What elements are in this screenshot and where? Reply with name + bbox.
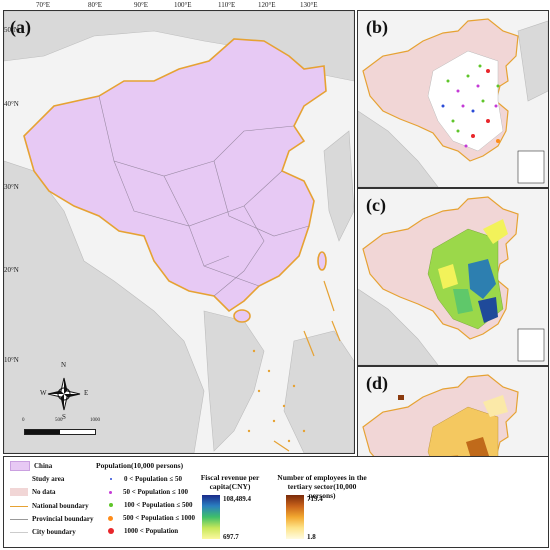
china-territory [23, 38, 327, 313]
fiscal-max: 108,489.4 [223, 495, 251, 503]
legend-pop-title: Population(10,000 persons) [96, 461, 184, 470]
panel-b-label: (b) [366, 17, 388, 37]
employees-color-ramp [286, 495, 304, 539]
employees-max: 719.4 [307, 495, 323, 503]
compass-icon [47, 377, 81, 411]
lon-110: 110°E [218, 1, 236, 9]
map-b-svg [358, 11, 548, 187]
compass-e: E [84, 389, 89, 397]
lat-50: 50°N [4, 26, 19, 34]
employees-min: 1.8 [307, 533, 316, 541]
legend-provincial: Provincial boundary [10, 515, 94, 523]
lat-10: 10°N [4, 356, 19, 364]
lon-120: 120°E [258, 1, 276, 9]
panel-c-label: (c) [366, 195, 386, 215]
legend-no-data: No data [10, 488, 56, 496]
lon-90: 90°E [134, 1, 149, 9]
legend-fiscal-title: Fiscal revenue per capita(CNY) [200, 473, 260, 491]
panel-a-label: (a) [10, 17, 31, 37]
taiwan-island [317, 251, 327, 271]
legend-pop-4: 500 < Population ≤ 1000 [102, 514, 195, 522]
map-panel-a: (a) N S W E 0 500 1000 [3, 10, 355, 454]
lon-100: 100°E [174, 1, 192, 9]
population-dots [441, 64, 500, 148]
legend-employees-title: Number of employees in the tertiary sect… [277, 473, 367, 500]
legend-city: City boundary [10, 528, 76, 536]
fiscal-color-ramp [202, 495, 220, 539]
south-sea-islands [247, 349, 306, 443]
map-legend: China Study area No data National bounda… [3, 456, 549, 548]
lat-20: 20°N [4, 266, 19, 274]
lon-70: 70°E [36, 1, 51, 9]
scale-500: 500 [55, 418, 63, 423]
map-c-svg [358, 189, 548, 365]
lat-30: 30°N [4, 183, 19, 191]
legend-china: China [10, 461, 52, 471]
legend-pop-5: 1000 < Population [102, 527, 178, 535]
map-panel-c: (c) [357, 188, 549, 366]
legend-pop-2: 50 < Population ≤ 100 [102, 488, 188, 496]
scale-0: 0 [22, 418, 25, 423]
legend-study-area: Study area [10, 475, 64, 483]
fiscal-min: 697.7 [223, 533, 239, 541]
scale-1000: 1000 [90, 418, 100, 423]
hainan-island [233, 309, 251, 323]
lon-80: 80°E [88, 1, 103, 9]
compass-n: N [61, 361, 67, 369]
compass-w: W [40, 389, 47, 397]
lon-130: 130°E [300, 1, 318, 9]
map-a-svg [4, 11, 354, 453]
panel-d-label: (d) [366, 373, 388, 393]
lat-40: 40°N [4, 100, 19, 108]
legend-pop-1: 0 < Population ≤ 50 [102, 475, 182, 483]
scale-bar [24, 429, 96, 435]
map-panel-b: (b) [357, 10, 549, 188]
compass-s: S [62, 413, 66, 421]
legend-national: National boundary [10, 502, 89, 510]
legend-pop-3: 100 < Population ≤ 500 [102, 501, 193, 509]
